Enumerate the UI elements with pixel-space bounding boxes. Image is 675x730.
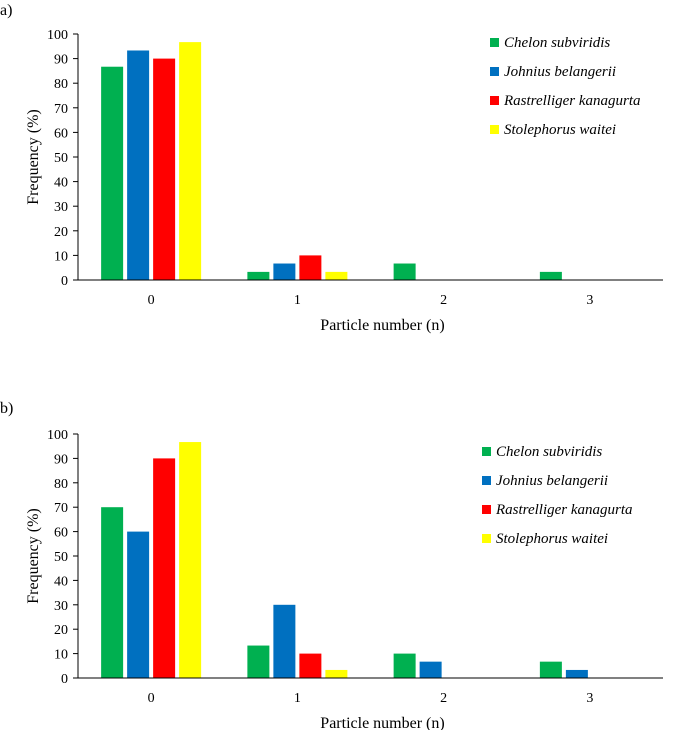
bar-chelon-subviridis-n2 [393,263,416,280]
legend-label: Rastrelliger kanagurta [503,93,641,109]
bar-rastrelliger-kanagurta-n0 [153,58,176,280]
y-tick-label: 70 [54,501,68,516]
legend-swatch [490,96,499,105]
bar-chelon-subviridis-n0 [101,66,124,280]
y-tick-label: 60 [54,126,68,141]
x-tick-label: 2 [440,691,447,706]
x-tick-label: 1 [294,293,301,308]
bar-rastrelliger-kanagurta-n1 [299,255,322,280]
bar-chelon-subviridis-n1 [247,645,270,678]
legend-label: Johnius belangerii [496,473,608,489]
bar-johnius-belangerii-n0 [127,531,150,678]
y-tick-label: 0 [61,274,68,289]
bar-johnius-belangerii-n3 [565,669,588,678]
bar-stolephorus-waitei-n0 [179,42,202,281]
y-tick-label: 20 [54,225,68,240]
legend-swatch [490,38,499,47]
chart-panel-a: a) 0 10 20 30 40 50 60 70 80 90 100 0 1 2 3 Particle num… [0,2,663,334]
bar-rastrelliger-kanagurta-n1 [299,653,322,678]
panel-label: b) [0,400,13,417]
legend-label: Rastrelliger kanagurta [495,502,633,518]
bar-chelon-subviridis-n3 [539,271,562,280]
x-tick-label: 0 [148,691,155,706]
legend-label: Stolephorus waitei [496,531,608,547]
x-tick-label: 0 [148,293,155,308]
bar-chelon-subviridis-n0 [101,507,124,678]
bar-rastrelliger-kanagurta-n0 [153,458,176,678]
y-tick-label: 60 [54,526,68,541]
y-tick-label: 90 [54,53,68,68]
y-tick-label: 100 [47,428,68,443]
y-tick-label: 80 [54,77,68,92]
bar-johnius-belangerii-n0 [127,50,150,281]
bar-stolephorus-waitei-n1 [325,271,348,280]
bar-stolephorus-waitei-n1 [325,669,348,678]
x-tick-label: 3 [586,293,593,308]
bar-stolephorus-waitei-n0 [179,442,202,678]
bar-chelon-subviridis-n2 [393,653,416,678]
bar-johnius-belangerii-n2 [419,661,442,678]
x-tick-label: 3 [586,691,593,706]
y-tick-label: 70 [54,102,68,117]
y-tick-label: 80 [54,477,68,492]
legend-swatch [482,534,491,543]
y-tick-label: 10 [54,249,68,264]
y-axis-title: Frequency (%) [25,508,42,604]
y-tick-label: 20 [54,623,68,638]
y-tick-label: 50 [54,151,68,166]
legend-label: Chelon subviridis [504,35,610,51]
x-tick-label: 2 [440,293,447,308]
x-tick-label: 1 [294,691,301,706]
legend-swatch [490,67,499,76]
y-tick-label: 90 [54,452,68,467]
legend-swatch [482,505,491,514]
y-tick-label: 10 [54,648,68,663]
panel-label: a) [0,2,12,19]
y-tick-label: 0 [61,672,68,687]
y-tick-label: 30 [54,599,68,614]
x-axis-title: Particle number (n) [320,715,444,730]
legend-label: Chelon subviridis [496,444,602,460]
x-axis-title: Particle number (n) [320,317,444,334]
y-axis-title: Frequency (%) [25,109,42,205]
legend-swatch [482,447,491,456]
legend-label: Johnius belangerii [504,64,616,80]
y-tick-label: 50 [54,550,68,565]
legend-label: Stolephorus waitei [504,122,616,138]
y-tick-label: 40 [54,176,68,191]
bar-chelon-subviridis-n1 [247,271,270,280]
bar-johnius-belangerii-n1 [273,604,296,678]
y-tick-label: 100 [47,28,68,43]
chart-panel-b: b) 0 10 20 30 40 50 60 70 80 90 100 0 1 2 3 Particle num… [0,400,663,730]
y-tick-label: 40 [54,574,68,589]
bar-johnius-belangerii-n1 [273,263,296,280]
bar-chelon-subviridis-n3 [539,661,562,678]
y-tick-label: 30 [54,200,68,215]
legend-swatch [482,476,491,485]
legend-swatch [490,125,499,134]
